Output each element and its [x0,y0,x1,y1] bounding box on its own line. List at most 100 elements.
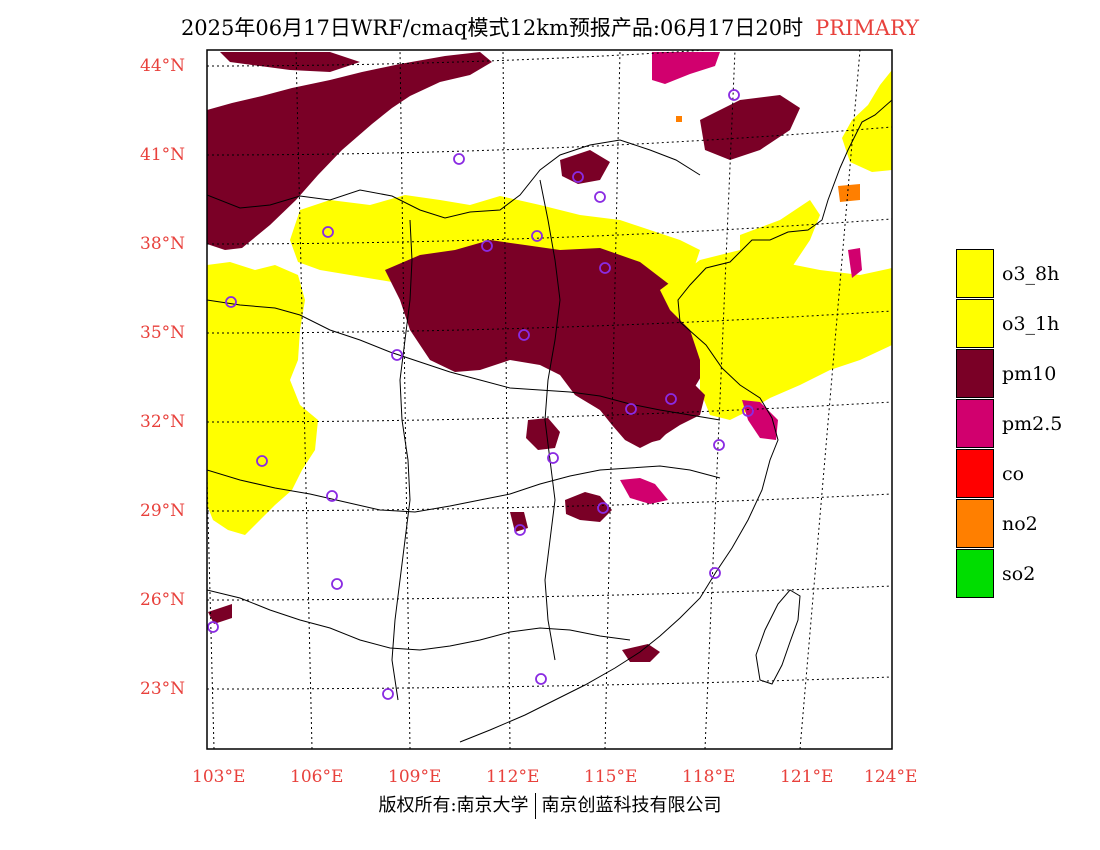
graticule-line [704,50,736,749]
legend-item: o3_8h [956,249,1062,299]
legend-swatch [956,349,994,398]
station-marker [331,578,343,590]
title-tag: PRIMARY [815,16,920,40]
station-marker [572,171,584,183]
lat-label: 41°N [140,145,185,165]
pm10-region-northeast-patches [700,95,800,160]
lon-label: 115°E [584,767,637,787]
lat-label: 35°N [140,323,185,343]
lon-axis: 103°E 106°E 109°E 112°E 115°E 118°E 121°… [192,767,917,787]
o3-region-east [660,250,892,420]
province-lines-vertical2 [539,179,561,661]
legend-item: pm2.5 [956,399,1062,449]
station-marker [625,403,637,415]
graticule-line [207,676,892,690]
o3-region-west [207,262,318,535]
station-marker [481,240,493,252]
pm10-region-northwest [207,52,492,250]
station-marker [382,688,394,700]
o3-region-northeast [842,70,892,172]
station-marker [514,524,526,536]
footer-divider [534,793,536,819]
pm25-region-innermongolia [652,52,720,84]
legend-swatch [956,399,994,448]
legend-label: no2 [1002,513,1038,535]
copyright-left: 版权所有:南京大学 [378,795,529,816]
lon-label: 103°E [192,767,245,787]
legend: o3_8h o3_1h pm10 pm2.5 co no2 so2 [956,249,1062,599]
copyright-footer: 版权所有:南京大学 南京创蓝科技有限公司 [0,791,1100,819]
station-marker [594,191,606,203]
station-marker [391,349,403,361]
lon-label: 109°E [388,767,441,787]
station-marker [256,455,268,467]
legend-swatch [956,299,994,348]
graticule-line [604,50,621,749]
copyright-right: 南京创蓝科技有限公司 [541,795,722,816]
graticule-line [399,50,411,749]
station-marker [665,393,677,405]
legend-label: co [1002,463,1025,485]
station-marker [225,296,237,308]
legend-label: o3_8h [1002,263,1060,285]
graticule-line [295,50,313,749]
no2-region-korea [838,184,860,202]
station-marker [453,153,465,165]
legend-swatch [956,249,994,298]
graticule-line [207,585,892,601]
lon-label: 121°E [780,767,833,787]
station-markers [207,89,754,700]
legend-swatch [956,449,994,498]
station-marker [207,621,219,633]
pm10-region-northtop [220,52,360,72]
station-marker [599,262,611,274]
legend-item: pm10 [956,349,1062,399]
province-lines-north [207,139,701,219]
station-marker [713,439,725,451]
station-marker [709,567,721,579]
province-lines-vertical [391,219,413,701]
map-title: 2025年06月17日WRF/cmaq模式12km预报产品:06月17日20时 P… [0,12,1100,42]
graticule-line [207,493,892,512]
no2-region-dot [676,116,682,122]
province-lines-south [207,465,721,513]
legend-swatch [956,549,994,598]
lat-label: 23°N [140,679,185,699]
station-marker [326,490,338,502]
taiwan [755,589,801,685]
lon-label: 118°E [682,767,735,787]
lon-label: 124°E [864,767,917,787]
legend-item: co [956,449,1062,499]
map-frame [206,49,893,750]
lon-label: 106°E [290,767,343,787]
lat-label: 32°N [140,412,185,432]
pm10-region-hunan [526,418,560,450]
pm10-region-beijing [560,150,610,184]
legend-label: pm10 [1002,363,1057,385]
pm10-region-eastcentral [572,355,705,448]
lat-label: 44°N [140,56,185,76]
graticule-line [799,50,861,749]
station-marker [322,226,334,238]
pm25-region-jiangxi [620,478,668,504]
pm10-region-southwest [208,604,232,624]
station-marker [531,230,543,242]
province-lines-southwest [207,589,631,651]
legend-swatch [956,499,994,548]
station-marker [535,673,547,685]
legend-item: no2 [956,499,1062,549]
station-marker [728,89,740,101]
pollutant-layer [207,52,892,662]
lat-label: 38°N [140,234,185,254]
graticule-line [502,50,511,749]
coastline [459,99,892,743]
station-marker [518,329,530,341]
lat-axis: 44°N 41°N 38°N 35°N 32°N 29°N 26°N 23°N [140,56,185,699]
legend-item: so2 [956,549,1062,599]
pm10-region-southcentral [565,492,612,522]
lat-label: 29°N [140,501,185,521]
station-marker [597,502,609,514]
station-marker [547,452,559,464]
legend-item: o3_1h [956,299,1062,349]
